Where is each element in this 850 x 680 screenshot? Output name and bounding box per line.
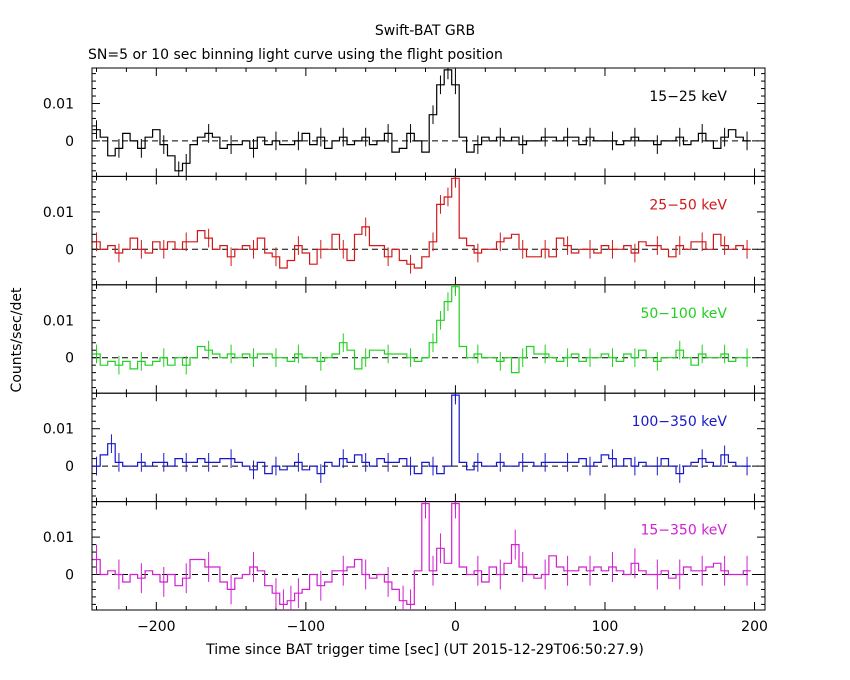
panel-stack: 0 0.01 15−25 keV 0 0.01 25−50 keV 0 0.01 50−100 …: [43, 67, 768, 635]
y-tick-label: 0.01: [43, 313, 74, 329]
y-tick-label: 0: [65, 134, 74, 150]
y-tick-label: 0: [65, 567, 74, 583]
energy-band-label: 15−350 keV: [640, 523, 727, 539]
panel-1: 0 0.01 25−50 keV: [43, 175, 766, 286]
x-tick-label: −100: [287, 619, 325, 635]
chart-title: Swift-BAT GRB: [375, 23, 475, 39]
panel-4: 0 0.01 15−350 keV: [43, 501, 766, 611]
x-tick-label: 200: [741, 619, 768, 635]
energy-band-label: 25−50 keV: [649, 197, 727, 213]
panel-frame: [91, 392, 766, 503]
y-tick-label: 0.01: [43, 530, 74, 546]
x-tick-label: 100: [592, 619, 619, 635]
energy-band-label: 50−100 keV: [640, 306, 727, 322]
light-curve-steps: [92, 69, 751, 172]
light-curve-steps: [92, 394, 751, 475]
x-axis-label: Time since BAT trigger time [sec] (UT 20…: [205, 642, 644, 658]
energy-band-label: 100−350 keV: [632, 414, 728, 430]
light-curve-steps: [92, 502, 751, 605]
x-tick-label: −200: [137, 619, 175, 635]
panel-frame: [91, 501, 766, 611]
panel-frame: [91, 284, 766, 394]
y-axis-label: Counts/sec/det: [9, 287, 25, 392]
y-tick-label: 0.01: [43, 422, 74, 438]
light-curve-steps: [92, 177, 751, 269]
panel-3: 0 0.01 100−350 keV: [43, 392, 766, 503]
chart-subtitle: SN=5 or 10 sec binning light curve using…: [88, 47, 503, 63]
y-tick-label: 0.01: [43, 205, 74, 221]
y-tick-label: 0: [65, 459, 74, 475]
panel-frame: [91, 67, 766, 177]
y-tick-label: 0.01: [43, 97, 74, 113]
light-curve-steps: [92, 286, 751, 374]
panel-0: 0 0.01 15−25 keV: [43, 67, 766, 177]
panel-2: 0 0.01 50−100 keV: [43, 284, 766, 394]
x-tick-label: 0: [451, 619, 460, 635]
y-tick-label: 0: [65, 242, 74, 258]
y-tick-label: 0: [65, 351, 74, 367]
panel-frame: [91, 175, 766, 286]
energy-band-label: 15−25 keV: [649, 89, 727, 105]
